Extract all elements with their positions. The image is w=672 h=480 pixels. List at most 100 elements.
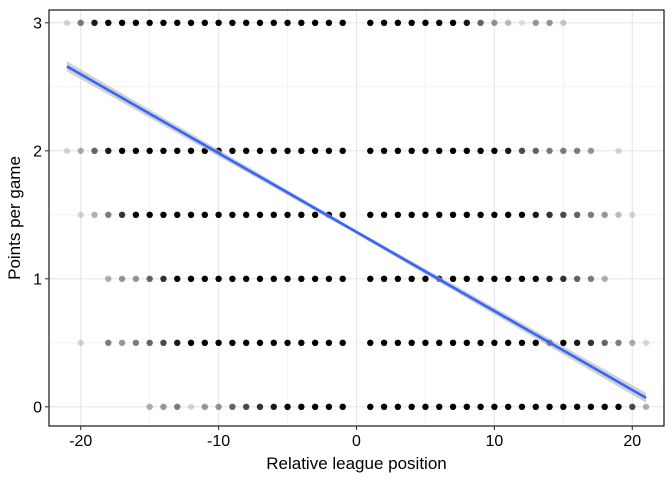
data-point (284, 339, 291, 346)
data-point (518, 339, 526, 346)
data-point (311, 211, 319, 218)
data-point (242, 211, 250, 218)
data-point (394, 19, 402, 26)
data-point (367, 403, 374, 410)
data-point (601, 339, 608, 346)
data-point (449, 339, 457, 346)
data-point (380, 147, 388, 154)
data-point (504, 147, 512, 154)
data-point (174, 19, 181, 26)
data-point (546, 275, 553, 282)
data-point (187, 275, 195, 282)
data-point (394, 275, 402, 282)
data-point (339, 147, 346, 154)
data-point (380, 211, 388, 218)
data-point (408, 403, 415, 410)
data-point (339, 403, 346, 410)
data-point (518, 211, 526, 218)
data-point (174, 211, 181, 218)
data-point (187, 147, 195, 154)
data-point (449, 275, 457, 282)
data-point (463, 339, 471, 346)
data-point (187, 339, 195, 346)
data-point (77, 19, 84, 26)
x-tick-label: 0 (352, 433, 361, 450)
data-point (160, 339, 167, 346)
trend-line (66, 65, 647, 399)
data-point (146, 147, 153, 154)
data-point (477, 147, 484, 154)
data-point (408, 147, 415, 154)
x-tick-label: -20 (69, 433, 92, 450)
data-point (367, 275, 374, 282)
data-point (394, 211, 402, 218)
data-point (339, 339, 346, 346)
data-point (242, 339, 250, 346)
data-point (91, 211, 98, 218)
data-point (394, 339, 402, 346)
data-point (132, 339, 140, 346)
data-point (380, 403, 388, 410)
data-point (408, 19, 415, 26)
data-point (436, 339, 443, 346)
data-point (215, 403, 222, 410)
data-point (160, 403, 167, 410)
data-point (256, 211, 264, 218)
data-point (146, 403, 153, 410)
data-point (477, 275, 484, 282)
data-point (436, 19, 443, 26)
data-point (256, 19, 264, 26)
data-point (298, 19, 305, 26)
y-tick-label: 1 (33, 271, 42, 288)
data-point (463, 403, 471, 410)
data-point (491, 19, 498, 26)
y-tick-label: 2 (33, 143, 42, 160)
data-point (491, 275, 498, 282)
data-point (311, 19, 319, 26)
data-point (518, 403, 526, 410)
data-point (311, 275, 319, 282)
data-point (573, 147, 581, 154)
data-point (573, 403, 581, 410)
data-point (256, 403, 264, 410)
data-point (642, 403, 650, 410)
data-point (339, 275, 346, 282)
data-point (229, 19, 236, 26)
data-point (298, 211, 305, 218)
data-point (146, 339, 153, 346)
data-point (215, 211, 222, 218)
data-point (118, 19, 126, 26)
data-point (449, 403, 457, 410)
data-point (367, 19, 374, 26)
data-point (587, 403, 595, 410)
data-point (284, 19, 291, 26)
data-point (477, 403, 484, 410)
data-point (601, 211, 608, 218)
data-point (284, 211, 291, 218)
data-point (298, 339, 305, 346)
data-point (380, 19, 388, 26)
data-point (477, 19, 484, 26)
data-point (449, 147, 457, 154)
data-point (422, 339, 429, 346)
data-point (587, 147, 595, 154)
data-point (601, 403, 608, 410)
data-point (298, 275, 305, 282)
data-point (463, 19, 471, 26)
data-point (311, 339, 319, 346)
data-point (256, 339, 264, 346)
data-point (325, 19, 333, 26)
data-point (504, 403, 512, 410)
data-point (146, 211, 153, 218)
data-point (615, 339, 622, 346)
data-point (560, 339, 567, 346)
data-point (587, 339, 595, 346)
data-point (463, 147, 471, 154)
data-point (105, 339, 112, 346)
data-point (256, 147, 264, 154)
data-point (491, 339, 498, 346)
data-point (615, 403, 622, 410)
data-point (367, 147, 374, 154)
data-point (187, 211, 195, 218)
